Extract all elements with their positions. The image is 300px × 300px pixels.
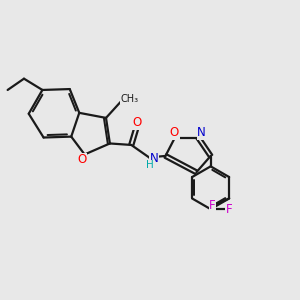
Text: O: O (170, 126, 179, 139)
Text: O: O (132, 116, 141, 129)
Text: N: N (197, 126, 206, 139)
Text: CH₃: CH₃ (120, 94, 138, 103)
Text: H: H (146, 160, 154, 170)
Text: N: N (150, 152, 159, 164)
Text: F: F (209, 199, 216, 212)
Text: O: O (78, 153, 87, 166)
Text: F: F (226, 202, 232, 216)
